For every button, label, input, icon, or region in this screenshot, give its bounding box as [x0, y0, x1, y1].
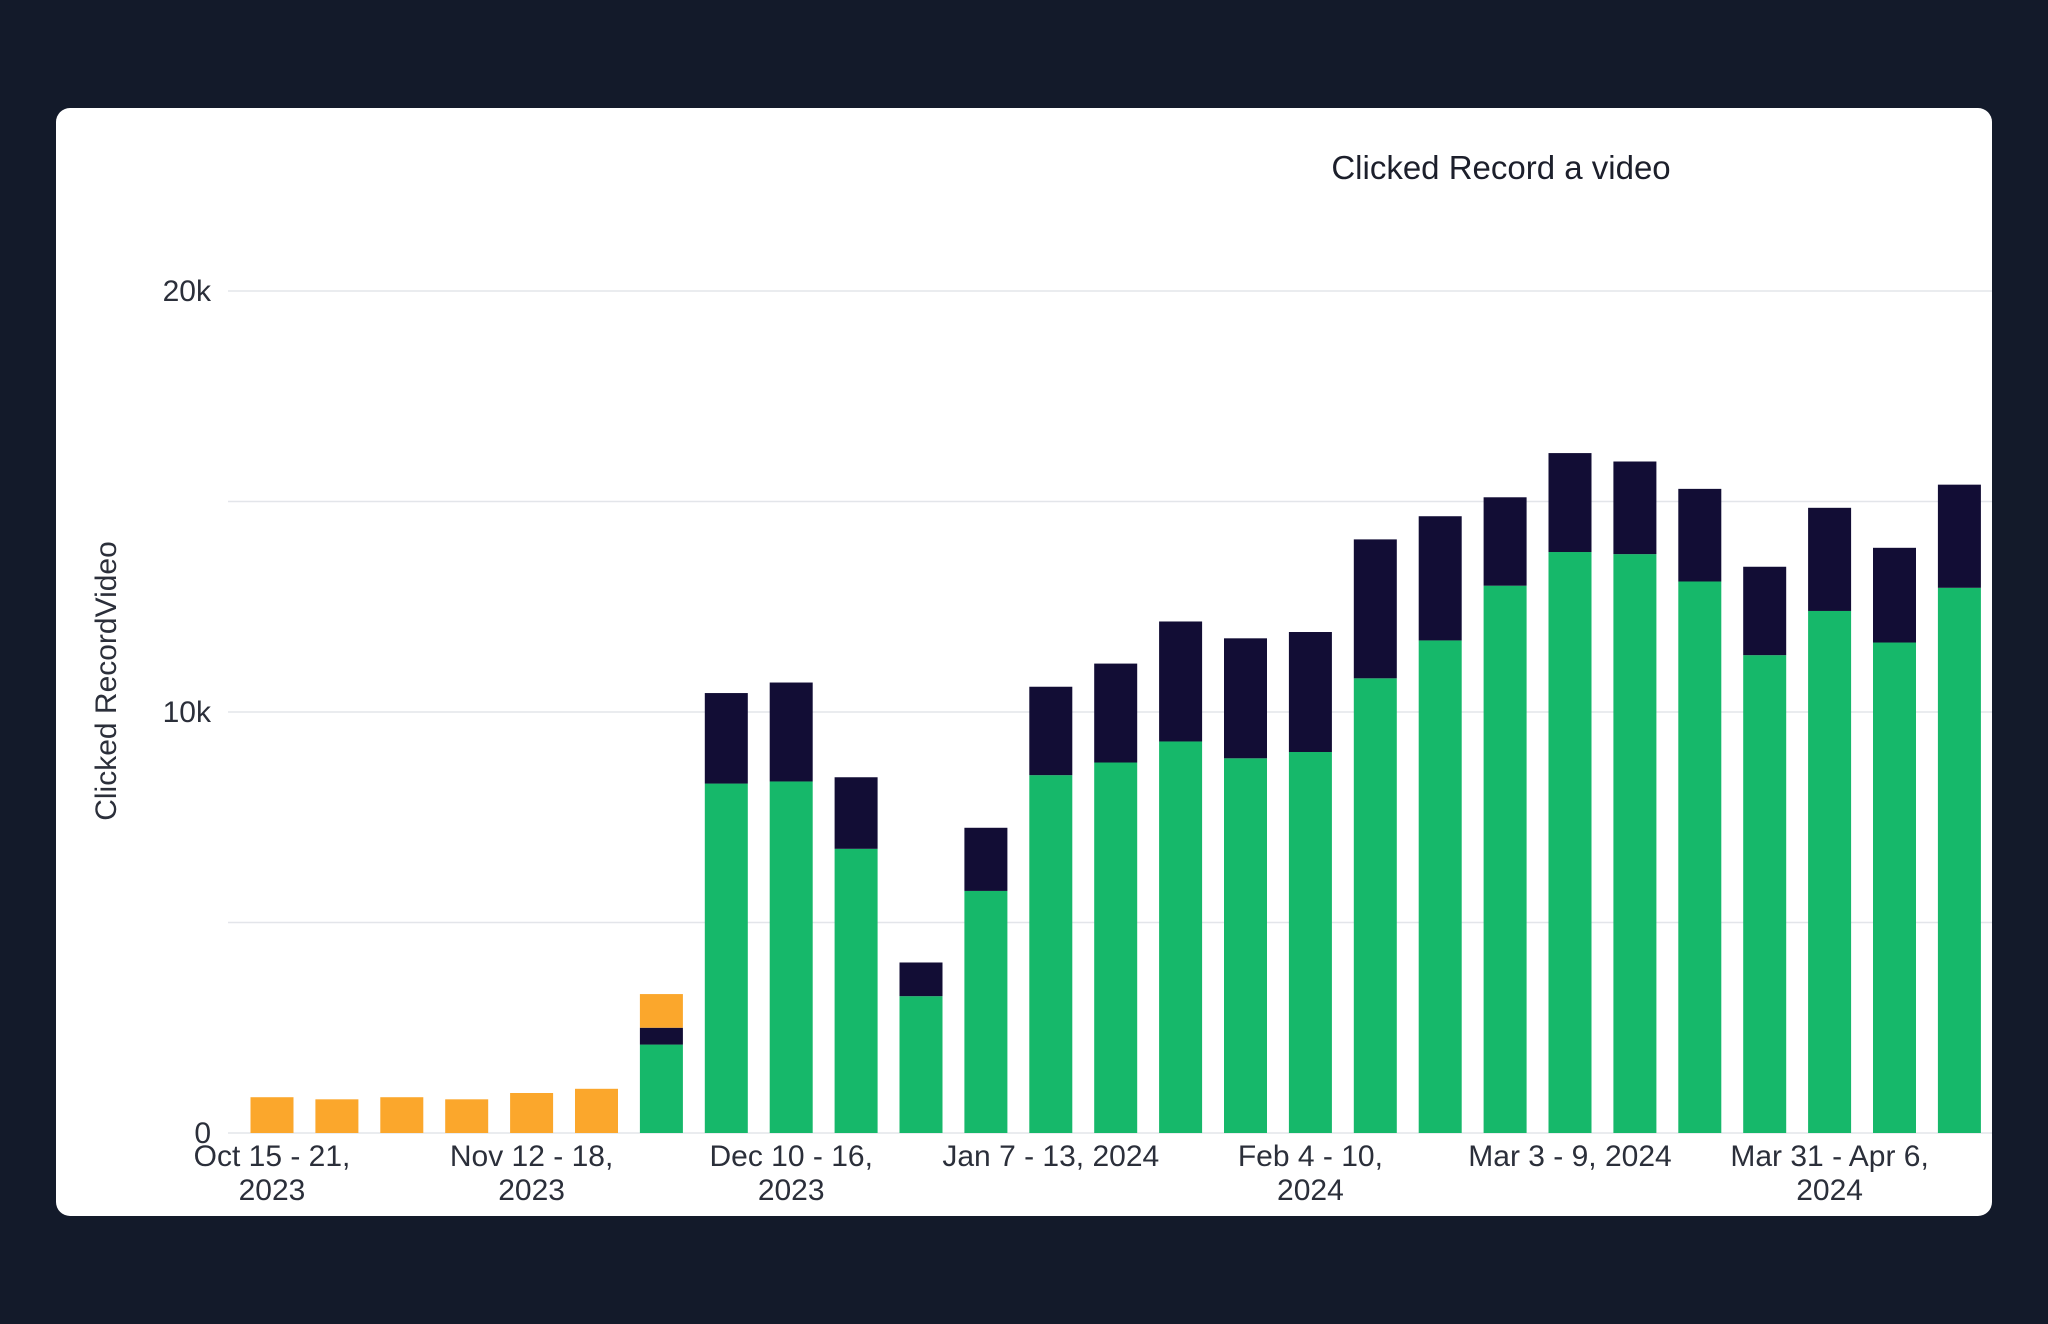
bar-segment[interactable] [704, 693, 748, 784]
x-tick-label: Oct 15 - 21, 2023 [194, 1140, 351, 1207]
x-tick-label: Jan 7 - 13, 2024 [942, 1140, 1159, 1173]
bar-segment[interactable] [639, 1044, 683, 1133]
bar-segment[interactable] [834, 848, 878, 1133]
bar-segment[interactable] [445, 1099, 489, 1133]
bar-segment[interactable] [704, 783, 748, 1133]
y-axis-label: Clicked RecordVideo [90, 541, 123, 821]
bar-segment[interactable] [1224, 638, 1267, 759]
bar-segment[interactable] [1678, 488, 1722, 582]
bar-segment[interactable] [1159, 621, 1203, 742]
bar-segment[interactable] [1418, 640, 1462, 1133]
bar-segment[interactable] [250, 1097, 294, 1133]
bar-segment[interactable] [1743, 655, 1787, 1133]
bar-segment[interactable] [899, 996, 943, 1133]
bar-segment[interactable] [1808, 507, 1852, 611]
y-tick-label: 20k [163, 275, 212, 308]
bar-segment[interactable] [1418, 516, 1462, 641]
bar-segment[interactable] [639, 994, 683, 1028]
bar-segment[interactable] [1483, 497, 1527, 586]
bar-segment[interactable] [1743, 566, 1787, 656]
bar-segment[interactable] [1029, 775, 1073, 1133]
bar-segment[interactable] [1288, 751, 1332, 1133]
bar-segment[interactable] [1094, 663, 1138, 763]
bar-segment[interactable] [1094, 762, 1138, 1133]
bar-segment[interactable] [1548, 552, 1592, 1133]
y-tick-label: 0 [194, 1117, 211, 1150]
bar-chart: 0 10k 20k Oct 15 - 21, 2023 Nov 12 - 18, 2023 D… [90, 149, 1992, 1207]
bar-segment[interactable] [315, 1099, 359, 1133]
bar-segment[interactable] [834, 777, 878, 849]
bar-segment[interactable] [1808, 610, 1852, 1133]
x-tick-label: Mar 31 - Apr 6, 2024 [1730, 1140, 1928, 1207]
x-tick-label: Mar 3 - 9, 2024 [1468, 1140, 1671, 1173]
bar-segment[interactable] [1613, 461, 1657, 555]
bar-segment[interactable] [769, 781, 813, 1133]
bar-segment[interactable] [575, 1088, 618, 1133]
bar-segment[interactable] [1029, 686, 1073, 776]
bar-segment[interactable] [1483, 585, 1527, 1133]
bar-segment[interactable] [1159, 741, 1203, 1133]
bar-segment[interactable] [1678, 581, 1722, 1133]
bar-segment[interactable] [899, 962, 943, 997]
bar-segment[interactable] [380, 1097, 424, 1133]
y-tick-label: 10k [163, 696, 212, 729]
bar-segment[interactable] [1353, 539, 1397, 679]
bar-segment[interactable] [964, 890, 1008, 1133]
chart-card: 0 10k 20k Oct 15 - 21, 2023 Nov 12 - 18, 2023 D… [56, 108, 1992, 1216]
bar-segment[interactable] [769, 682, 813, 782]
bar-segment[interactable] [1613, 554, 1657, 1133]
bar-segment[interactable] [510, 1093, 554, 1133]
bar-segment[interactable] [1224, 758, 1267, 1133]
chart-title: Clicked Record a video [1331, 149, 1670, 186]
x-tick-label: Feb 4 - 10, 2024 [1238, 1140, 1383, 1207]
bars [250, 453, 1981, 1133]
bar-segment[interactable] [1937, 484, 1981, 588]
bar-segment[interactable] [1937, 587, 1981, 1133]
axes: 0 10k 20k Oct 15 - 21, 2023 Nov 12 - 18, 2023 D… [163, 275, 1929, 1207]
bar-segment[interactable] [639, 1027, 683, 1045]
bar-segment[interactable] [1873, 642, 1916, 1133]
bar-segment[interactable] [1548, 453, 1592, 553]
bar-segment[interactable] [1873, 547, 1916, 643]
bar-segment[interactable] [1288, 632, 1332, 752]
x-tick-label: Dec 10 - 16, 2023 [709, 1140, 872, 1207]
x-tick-label: Nov 12 - 18, 2023 [450, 1140, 613, 1207]
bar-segment[interactable] [1353, 678, 1397, 1133]
bar-segment[interactable] [964, 827, 1008, 891]
